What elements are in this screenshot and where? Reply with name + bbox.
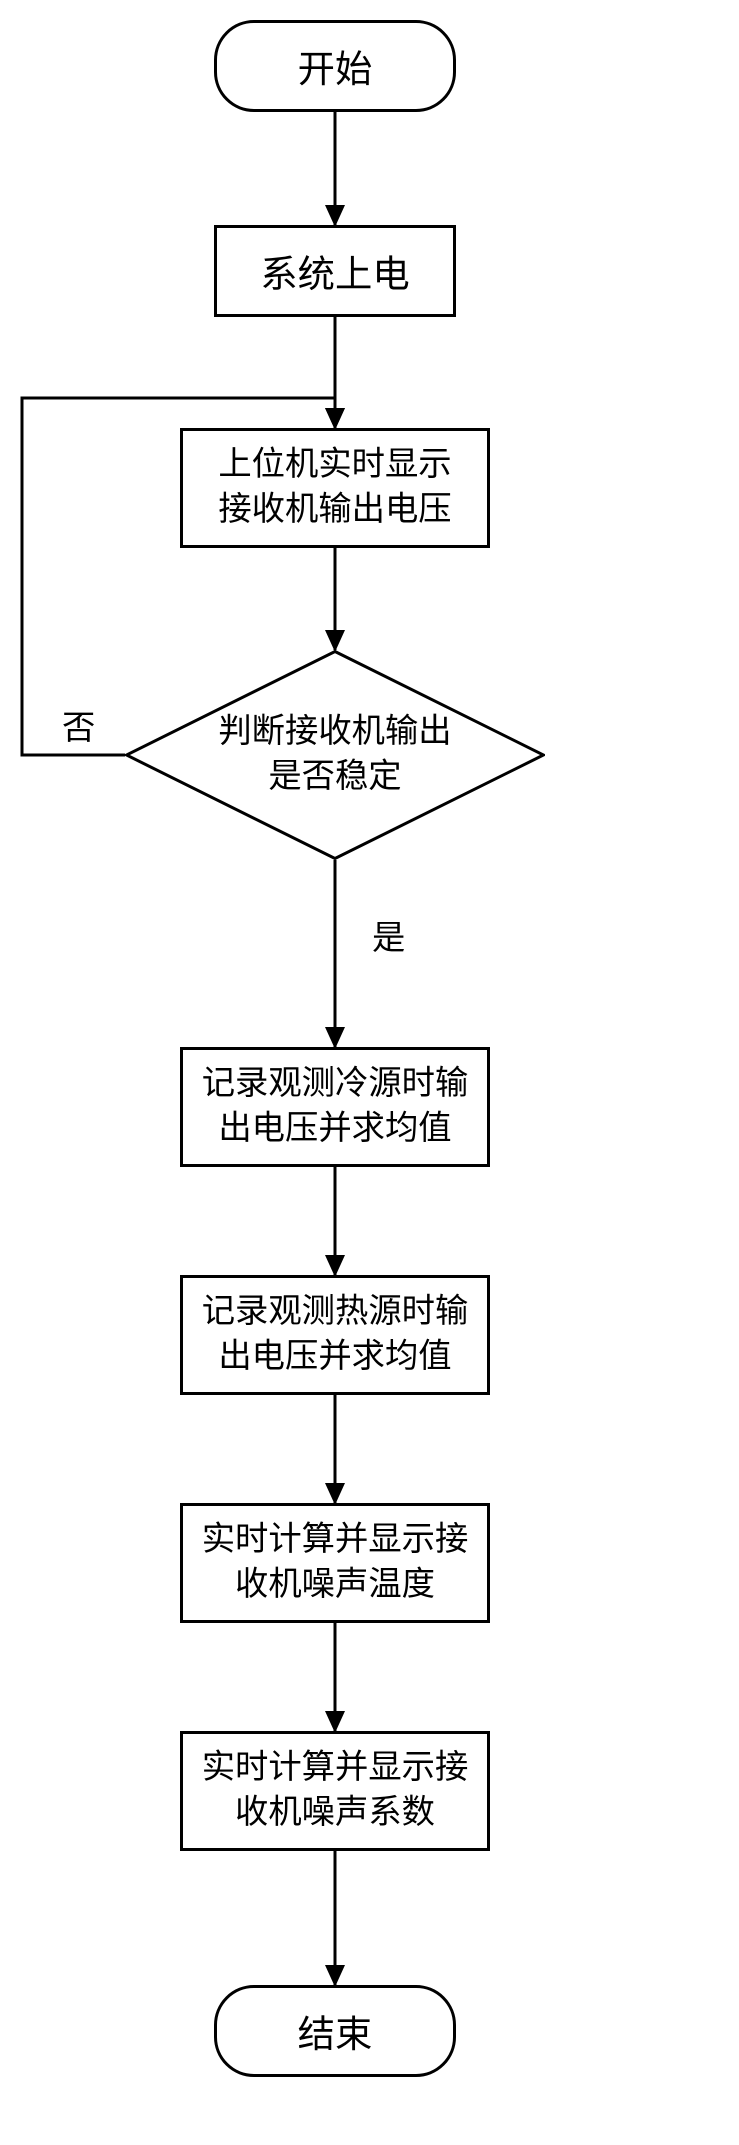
- node-cold-source-label: 记录观测冷源时输 出电压并求均值: [202, 1062, 469, 1152]
- node-hot-source: 记录观测热源时输 出电压并求均值: [180, 1275, 490, 1395]
- node-display-voltage-label: 上位机实时显示 接收机输出电压: [218, 443, 451, 533]
- node-start: 开始: [214, 20, 456, 112]
- node-cold-source: 记录观测冷源时输 出电压并求均值: [180, 1047, 490, 1167]
- edge-label-no-text: 否: [62, 710, 95, 747]
- node-power-on-label: 系统上电: [260, 244, 409, 298]
- edge-label-yes: 是: [372, 910, 405, 959]
- node-noise-temperature: 实时计算并显示接 收机噪声温度: [180, 1503, 490, 1623]
- node-power-on: 系统上电: [214, 225, 456, 317]
- node-end-label: 结束: [298, 2004, 373, 2058]
- node-end: 结束: [214, 1985, 456, 2077]
- node-noise-temperature-label: 实时计算并显示接 收机噪声温度: [202, 1518, 469, 1608]
- node-noise-coefficient: 实时计算并显示接 收机噪声系数: [180, 1731, 490, 1851]
- node-display-voltage: 上位机实时显示 接收机输出电压: [180, 428, 490, 548]
- node-judge-stable: 判断接收机输出 是否稳定: [125, 650, 545, 860]
- node-judge-stable-label: 判断接收机输出 是否稳定: [218, 710, 451, 800]
- edge-label-yes-text: 是: [372, 920, 405, 957]
- node-start-label: 开始: [298, 39, 373, 93]
- node-noise-coefficient-label: 实时计算并显示接 收机噪声系数: [202, 1746, 469, 1836]
- edge-label-no: 否: [62, 700, 95, 749]
- node-hot-source-label: 记录观测热源时输 出电压并求均值: [202, 1290, 469, 1380]
